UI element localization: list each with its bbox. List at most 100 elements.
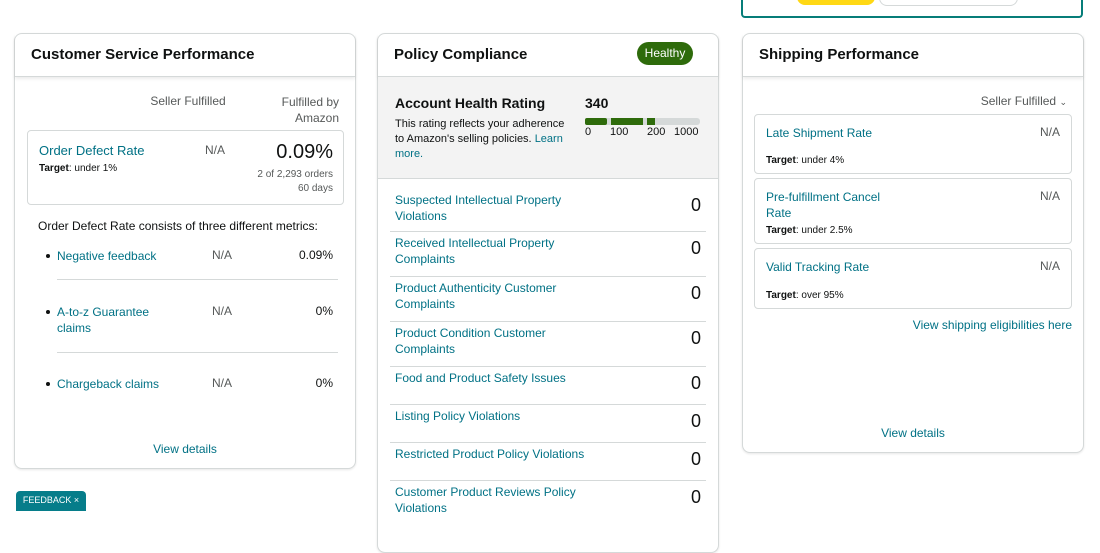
- metric-value: N/A: [1039, 125, 1060, 139]
- target-value: : under 4%: [795, 155, 845, 166]
- metric-link[interactable]: Late Shipment Rate: [766, 126, 873, 140]
- bar-segment: [585, 118, 607, 125]
- view-details[interactable]: View details: [153, 442, 217, 456]
- metric-target: Target: under 4%: [766, 155, 844, 166]
- bar-segment: [611, 118, 643, 125]
- metric-link[interactable]: A-to-z Guarantee claims: [57, 305, 150, 335]
- scale-label: 1000: [674, 126, 699, 138]
- rating-title: Account Health Rating: [395, 95, 546, 111]
- rating-bar: [585, 118, 700, 125]
- odr-orders: 2 of 2,293 orders: [257, 169, 333, 180]
- metric-seller: N/A: [212, 304, 233, 318]
- policy-link[interactable]: Restricted Product Policy Violations: [395, 447, 585, 461]
- metric-box: Valid Tracking Rate Target: over 95% N/A: [754, 248, 1072, 309]
- status-badge: Healthy: [637, 42, 693, 65]
- card-title: Policy Compliance: [394, 46, 528, 63]
- metric-divider: [57, 352, 338, 353]
- odr-intro: Order Defect Rate consists of three diff…: [38, 219, 318, 233]
- row-divider: [390, 276, 706, 277]
- bullet: [46, 310, 50, 314]
- policy-link[interactable]: Suspected Intellectual Property Violatio…: [395, 193, 562, 223]
- policy-count: 0: [690, 373, 701, 393]
- bar-segment: [647, 118, 655, 125]
- metric-link[interactable]: Chargeback claims: [57, 377, 160, 391]
- description-text: This rating reflects your adherence to A…: [395, 118, 565, 145]
- column-header: Seller Fulfilled: [150, 94, 226, 108]
- feedback-label: FEEDBACK: [22, 495, 72, 505]
- target-label: Target: [39, 163, 69, 174]
- odr-period: 60 days: [297, 183, 333, 194]
- card-header: Policy Compliance Healthy: [378, 34, 718, 77]
- odr-seller: N/A: [205, 143, 226, 157]
- metric-seller: N/A: [212, 248, 233, 262]
- card-header: Shipping Performance: [743, 34, 1083, 77]
- odr-link[interactable]: Order Defect Rate: [39, 143, 145, 158]
- policy-count: 0: [690, 195, 701, 215]
- shipping-card: Shipping Performance Seller Fulfilled ⌄ …: [742, 33, 1084, 453]
- metric-amazon: 0.09%: [298, 248, 333, 262]
- learn-more[interactable]: Learn more.: [395, 133, 563, 160]
- metric-value: N/A: [1039, 189, 1060, 203]
- target-value: : under 1%: [68, 163, 118, 174]
- policy-link[interactable]: Product Authenticity Customer Complaints: [395, 281, 557, 311]
- row-divider: [390, 366, 706, 367]
- policy-card: Policy Compliance Healthy Account Health…: [377, 33, 719, 553]
- eligibility-link[interactable]: View shipping eligibilities here: [912, 318, 1072, 332]
- policy-link[interactable]: Food and Product Safety Issues: [395, 371, 566, 385]
- filter-label: Seller Fulfilled: [980, 94, 1057, 108]
- policy-link[interactable]: Received Intellectual Property Complaint…: [395, 236, 555, 266]
- metric-link[interactable]: Valid Tracking Rate: [766, 260, 870, 274]
- row-divider: [390, 321, 706, 322]
- policy-count: 0: [690, 238, 701, 258]
- bullet: [46, 254, 50, 258]
- rating-score: 340: [585, 95, 609, 111]
- metric-link[interactable]: Pre-fulfillment Cancel Rate: [766, 190, 881, 220]
- rating-panel: Account Health Rating 340 This rating re…: [378, 77, 718, 179]
- metric-target: Target: under 2.5%: [766, 225, 853, 236]
- metric-box: Pre-fulfillment Cancel Rate Target: under…: [754, 178, 1072, 244]
- odr-target: Target: under 1%: [39, 163, 117, 174]
- metric-box: Late Shipment Rate Target: under 4% N/A: [754, 114, 1072, 174]
- odr-amazon: 0.09%: [276, 141, 333, 163]
- policy-link[interactable]: Listing Policy Violations: [395, 409, 521, 423]
- metric-link[interactable]: Negative feedback: [57, 249, 157, 263]
- white-button[interactable]: [879, 0, 1018, 6]
- metric-seller: N/A: [212, 376, 233, 390]
- target-label: Target: [766, 155, 796, 166]
- column-header: Fulfilled by Amazon: [281, 95, 339, 125]
- policy-count: 0: [690, 487, 701, 507]
- row-divider: [390, 442, 706, 443]
- filter-dropdown[interactable]: Seller Fulfilled ⌄: [981, 94, 1067, 108]
- target-label: Target: [766, 290, 796, 301]
- odr-box: Order Defect Rate Target: under 1% N/A 0…: [27, 130, 344, 205]
- metric-amazon: 0%: [315, 376, 333, 390]
- card-header: Customer Service Performance: [15, 34, 355, 77]
- scale-label: 200: [647, 126, 666, 138]
- metric-value: N/A: [1039, 259, 1060, 273]
- view-details[interactable]: View details: [881, 426, 945, 440]
- row-divider: [390, 231, 706, 232]
- policy-link[interactable]: Product Condition Customer Complaints: [395, 326, 546, 356]
- metric-amazon: 0%: [315, 304, 333, 318]
- feedback-button[interactable]: FEEDBACK ×: [16, 491, 86, 511]
- customer-service-card: Customer Service Performance Seller Fulf…: [14, 33, 356, 469]
- target-label: Target: [766, 225, 796, 236]
- card-title: Shipping Performance: [759, 46, 920, 63]
- row-divider: [390, 480, 706, 481]
- policy-count: 0: [690, 328, 701, 348]
- top-panel: [741, 0, 1083, 18]
- yellow-button[interactable]: [797, 0, 875, 5]
- policy-count: 0: [690, 449, 701, 469]
- metric-target: Target: over 95%: [766, 290, 844, 301]
- target-value: : over 95%: [795, 290, 844, 301]
- scale-label: 100: [610, 126, 629, 138]
- card-title: Customer Service Performance: [31, 46, 255, 63]
- chevron: ⌄: [1059, 97, 1067, 107]
- target-value: : under 2.5%: [795, 225, 853, 236]
- page: { "customer_service": { "title": "Custom…: [14, 0, 1084, 553]
- policy-count: 0: [690, 411, 701, 431]
- row-divider: [390, 404, 706, 405]
- policy-link[interactable]: Customer Product Reviews Policy Violatio…: [395, 485, 576, 515]
- rating-description: This rating reflects your adherence to A…: [395, 117, 565, 162]
- metric-divider: [57, 279, 338, 280]
